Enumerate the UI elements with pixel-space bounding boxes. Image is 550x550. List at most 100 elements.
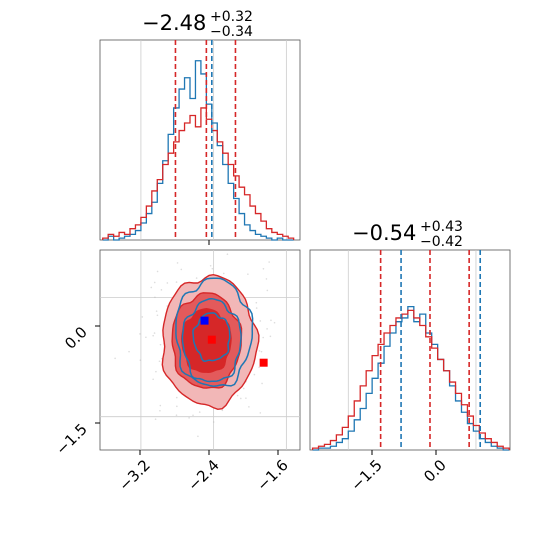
contour-blue-level	[192, 312, 231, 362]
scatter-point	[158, 360, 161, 363]
scatter-point	[253, 373, 256, 376]
scatter-point	[270, 319, 272, 322]
scatter-point	[153, 281, 156, 284]
x-tick-label: −1.6	[253, 456, 291, 494]
hist-y-series	[311, 305, 510, 451]
hist-panel-y: −0.54 +0.43 −0.42	[309, 219, 511, 451]
contour-blue-level	[175, 277, 254, 388]
scatter-point	[159, 409, 161, 412]
hist-y-title-upper: +0.43	[420, 219, 463, 235]
x-tick-labels-right: −1.5 0.0	[347, 456, 449, 494]
scatter-point	[265, 278, 268, 280]
scatter-point	[156, 270, 159, 273]
hist-panel-x: −2.48 +0.32 −0.34	[99, 9, 301, 241]
contour-panel	[71, 249, 301, 451]
hist-x-frame	[99, 39, 301, 241]
marker-red	[259, 358, 268, 367]
scatter-point	[258, 350, 261, 352]
scatter-point	[221, 409, 224, 412]
tick-marks	[95, 240, 437, 455]
scatter-point	[268, 261, 270, 263]
contour-red-level	[180, 307, 232, 374]
scatter-point	[180, 268, 183, 271]
scatter-point	[139, 333, 141, 335]
scatter-point	[262, 336, 264, 339]
x-tick-label: 0.0	[420, 456, 450, 486]
scatter-point	[255, 307, 258, 309]
scatter-point	[128, 350, 130, 353]
hist-step-red	[102, 107, 295, 240]
scatter-point	[259, 412, 262, 414]
scatter-point	[145, 336, 147, 339]
hist-x-title-upper: +0.32	[210, 9, 253, 25]
scatter-point	[159, 343, 162, 346]
scatter-point	[139, 359, 142, 361]
scatter-point	[273, 321, 276, 324]
y-tick-label: 0.0	[61, 323, 91, 353]
scatter-point	[259, 320, 262, 322]
scatter-point	[176, 405, 178, 408]
scatter-point	[195, 277, 198, 279]
marker-red	[207, 335, 216, 344]
x-tick-label: −2.4	[184, 456, 222, 494]
y-tick-label: −1.5	[52, 420, 90, 458]
hist-x-title-lower: −0.34	[210, 24, 253, 40]
contour-blue-level	[181, 297, 242, 383]
scatter-point	[153, 332, 156, 334]
scatter-point	[152, 378, 154, 381]
scatter-point	[258, 366, 260, 369]
scatter-point	[211, 267, 214, 270]
scatter-point	[71, 296, 73, 298]
scatter-point	[209, 264, 212, 267]
hist-step-blue	[102, 60, 294, 241]
scatter-point	[141, 316, 144, 318]
marker-blue	[200, 316, 209, 325]
hist-x-title-value: −2.48	[142, 11, 206, 35]
hist-y-title-lower: −0.42	[420, 234, 463, 250]
y-tick-labels: 0.0 −1.5	[52, 323, 90, 458]
scatter-point	[159, 404, 162, 407]
hist-y-frame	[309, 249, 511, 451]
hist-y-title: −0.54 +0.43 −0.42	[352, 219, 463, 250]
scatter-point	[266, 289, 269, 292]
scatter-point	[176, 262, 179, 264]
scatter-point	[197, 435, 199, 438]
scatter-point	[166, 282, 169, 284]
hist-x-title: −2.48 +0.32 −0.34	[142, 9, 253, 40]
scatter-point	[198, 411, 201, 413]
hist-x-series	[102, 60, 295, 241]
scatter-point	[261, 382, 263, 385]
scatter-point	[242, 387, 245, 390]
scatter-point	[175, 396, 178, 399]
scatter-point	[247, 273, 249, 275]
x-tick-label: −1.5	[347, 456, 385, 494]
scatter-point	[155, 310, 158, 312]
scatter-point	[175, 281, 178, 283]
scatter-point	[212, 421, 215, 423]
scatter-point	[192, 414, 194, 417]
scatter-point	[188, 417, 190, 419]
scatter-point	[255, 301, 258, 304]
scatter-point	[150, 286, 153, 289]
scatter-point	[156, 314, 159, 317]
scatter-point	[114, 357, 116, 360]
hist-y-title-value: −0.54	[352, 221, 416, 245]
scatter-point	[154, 296, 156, 299]
scatter-point	[152, 334, 154, 337]
scatter-point	[160, 289, 163, 291]
scatter-point	[260, 350, 263, 353]
x-tick-labels-left: −3.2 −2.4 −1.6	[115, 456, 291, 494]
x-tick-label: −3.2	[115, 456, 153, 494]
scatter-point	[155, 370, 157, 373]
scatter-point	[236, 394, 239, 397]
hist-x-grid	[140, 40, 287, 240]
scatter-point	[248, 406, 250, 408]
scatter-point	[222, 272, 225, 275]
scatter-point	[226, 253, 229, 256]
hist-y-quantiles	[379, 250, 482, 450]
hist-x-quantiles	[174, 40, 237, 240]
scatter-point	[262, 268, 265, 270]
scatter-point	[245, 397, 247, 399]
hist-step-blue	[312, 305, 510, 451]
